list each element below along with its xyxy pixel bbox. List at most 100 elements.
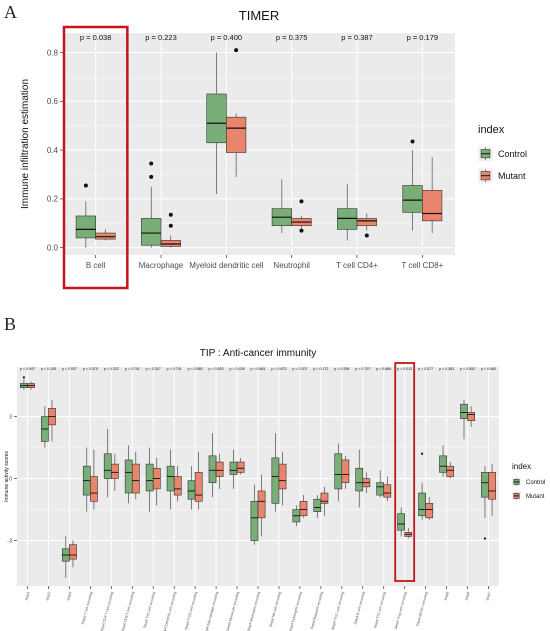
- p-value-label: p = 0.884: [376, 367, 391, 371]
- y-tick-label: 0.8: [47, 48, 59, 57]
- outlier-point: [234, 48, 239, 53]
- box-control: [124, 459, 133, 494]
- y-tick-label: 0.4: [47, 146, 59, 155]
- box-mutant: [90, 476, 98, 502]
- box-control: [334, 453, 343, 490]
- box-mutant: [111, 463, 119, 479]
- p-value-label: p = 0.937: [62, 367, 77, 371]
- x-tick-label: Step4 Th22 cell recruiting: [184, 591, 198, 630]
- box-control: [313, 498, 322, 512]
- x-tick-label: Step4 NK cell recruiting: [269, 591, 282, 627]
- box-control: [75, 215, 96, 239]
- box-mutant: [341, 459, 350, 483]
- x-tick-label: Step4 CD4 T cell recruiting: [100, 591, 115, 631]
- box-mutant: [194, 472, 203, 502]
- panel-b-label: B: [4, 314, 17, 334]
- y-axis-label: Immune activity scores: [4, 451, 10, 502]
- x-tick-label: Step6: [464, 591, 470, 601]
- box-control: [208, 455, 217, 483]
- x-tick-label: Step1: [24, 591, 30, 601]
- box-mutant: [422, 190, 443, 222]
- box-control: [460, 403, 468, 419]
- box-mutant: [257, 490, 266, 519]
- legend-label-control: Control: [498, 149, 527, 159]
- box-control: [376, 482, 385, 496]
- timer-boxplot: TIMER 0.0 0.2 0.4 0.6 0.8 Immune infiltration …: [20, 8, 527, 290]
- x-tick-label: Step4 Eosinophil recruiting: [288, 591, 303, 631]
- legend-label-mutant: Mutant: [526, 494, 545, 500]
- p-value-label: p = 0.741: [167, 367, 182, 371]
- box-mutant: [160, 240, 181, 247]
- p-value-label: p = 0.873: [271, 367, 286, 371]
- box-control: [337, 208, 358, 230]
- p-value-label: p = 0.577: [418, 367, 433, 371]
- box-mutant: [446, 465, 455, 477]
- box-control: [250, 500, 259, 541]
- x-tick-label: Step4 CD8 T cell recruiting: [121, 591, 136, 631]
- x-tick-label: Step4 T cell recruiting: [81, 591, 94, 625]
- p-value-label: p = 0.207: [292, 367, 307, 371]
- p-value-label: p = 0.741: [125, 367, 140, 371]
- x-tick-label: Step4 Macrophage recruiting: [204, 591, 220, 631]
- p-value-label: p = 0.013: [397, 367, 412, 371]
- box-mutant: [215, 461, 224, 477]
- box-control: [103, 453, 112, 479]
- plot-panel: [63, 33, 455, 255]
- p-value-label: p = 0.460: [481, 367, 496, 371]
- chart-title: TIP : Anti-cancer immunity: [200, 348, 317, 359]
- box-control: [397, 513, 405, 531]
- legend-label-mutant: Mutant: [498, 171, 526, 181]
- x-tick-label: Step4 Monocyte recruiting: [226, 591, 240, 631]
- y-tick-label: 0.6: [47, 97, 59, 106]
- p-value-label: p = 0.317: [146, 367, 161, 371]
- x-tick-label: T cell CD4+: [336, 261, 378, 270]
- y-axis-label: Immune infiltration estimation: [20, 79, 31, 209]
- p-value-label: p = 0.172: [313, 367, 328, 371]
- box-mutant: [425, 503, 434, 519]
- y-tick-label: -3: [7, 538, 12, 544]
- p-value-label: p = 0.400: [211, 33, 243, 42]
- outlier-point: [83, 183, 88, 188]
- outlier-point: [149, 161, 154, 166]
- box-control: [418, 492, 426, 517]
- y-tick-label: 0.0: [47, 243, 59, 252]
- legend-title: index: [512, 462, 531, 471]
- box-control: [187, 480, 196, 500]
- box-mutant: [236, 461, 245, 473]
- y-tick-label: 0: [9, 476, 12, 482]
- x-tick-label: Step5: [443, 591, 449, 601]
- box-mutant: [226, 116, 247, 153]
- x-tick-label: Neutrophil: [273, 261, 310, 270]
- box-mutant: [95, 232, 116, 240]
- outlier-point: [22, 376, 26, 379]
- p-value-label: p = 0.580: [188, 367, 203, 371]
- p-value-label: p = 0.038: [80, 33, 112, 42]
- x-tick-label: T cell CD8+: [401, 261, 443, 270]
- box-control: [271, 457, 280, 504]
- outlier-point: [299, 228, 304, 233]
- p-value-label: p = 0.797: [355, 367, 370, 371]
- outlier-point: [299, 199, 304, 204]
- p-value-label: p = 0.179: [407, 33, 439, 42]
- box-mutant: [299, 500, 308, 517]
- box-mutant: [278, 463, 287, 490]
- box-control: [206, 93, 227, 144]
- p-value-label: p = 0.256: [334, 367, 349, 371]
- p-value-label: p = 0.105: [41, 367, 56, 371]
- p-value-label: p = 0.375: [276, 33, 308, 42]
- x-tick-label: Step4 Treg cell recruiting: [394, 591, 408, 629]
- box-control: [481, 472, 489, 498]
- x-tick-label: Step4 Th17 cell recruiting: [331, 591, 345, 630]
- outlier-point: [168, 223, 173, 228]
- box-mutant: [69, 544, 77, 560]
- y-tick-label: 3: [9, 415, 12, 421]
- x-tick-label: Step4 B cell recruiting: [353, 591, 366, 625]
- p-value-label: p = 0.426: [229, 367, 244, 371]
- box-control: [141, 218, 162, 246]
- tip-boxplot: TIP : Anti-cancer immunity -3 0 3 Immune act…: [4, 348, 545, 631]
- legend-label-control: Control: [526, 480, 545, 486]
- p-value-label: p = 0.861: [250, 367, 265, 371]
- box-control: [229, 461, 238, 475]
- box-control: [145, 463, 154, 492]
- box-mutant: [467, 412, 475, 422]
